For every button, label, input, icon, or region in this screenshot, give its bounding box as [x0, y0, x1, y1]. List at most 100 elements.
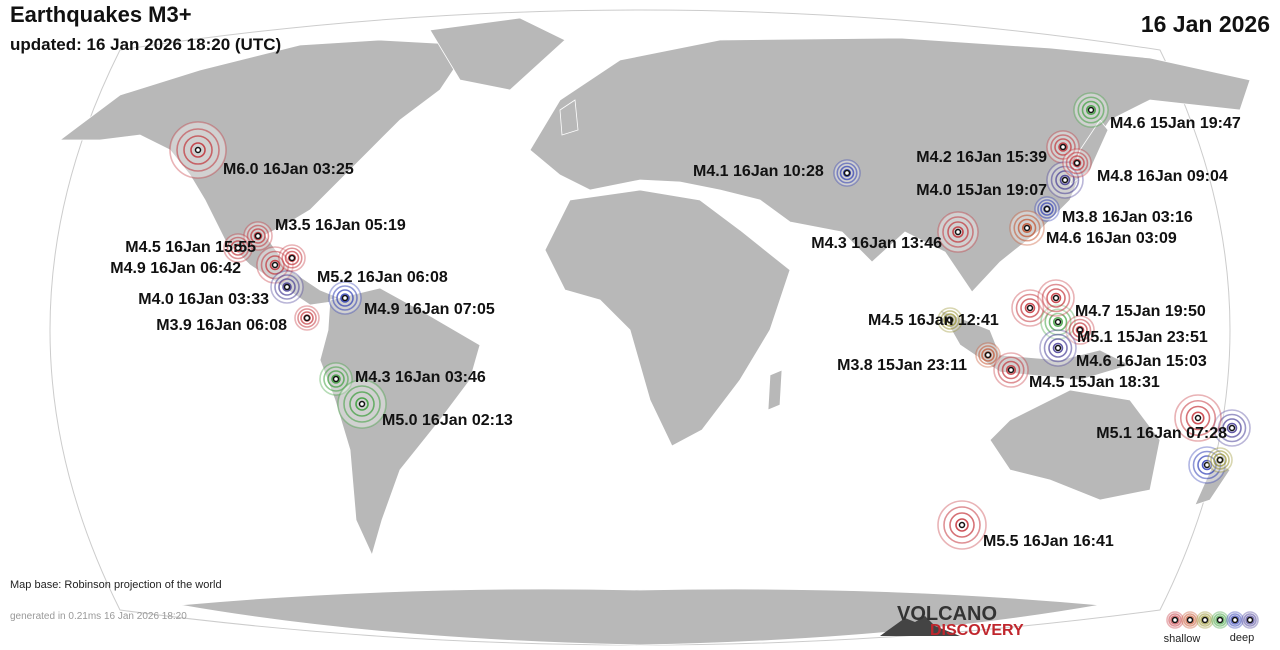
ring [1230, 615, 1240, 625]
quake-label: M4.3 16Jan 13:46 [811, 235, 942, 252]
ring [1037, 199, 1057, 219]
ring [349, 391, 375, 417]
quake-marker [1009, 210, 1045, 246]
ring [246, 224, 270, 248]
ring [355, 397, 369, 411]
quake-marker [270, 270, 304, 304]
quake-marker [1011, 289, 1049, 327]
ring [836, 162, 858, 184]
ring [1043, 333, 1073, 363]
ring [1215, 615, 1225, 625]
ring [1058, 142, 1068, 152]
ring [284, 250, 300, 266]
ring [1050, 292, 1062, 304]
epicenter [1061, 176, 1069, 184]
quake-label: M5.1 15Jan 23:51 [1077, 329, 1208, 346]
quake-label: M4.5 16Jan 15:55 [125, 239, 256, 256]
ring [981, 348, 995, 362]
quake-marker [1181, 611, 1199, 629]
quake-marker [1046, 161, 1084, 199]
legend-deep: deep [1230, 632, 1254, 644]
quake-label: M4.6 16Jan 15:03 [1076, 353, 1207, 370]
quake-marker [993, 352, 1029, 388]
quake-label: M4.9 16Jan 07:05 [364, 301, 495, 318]
epicenter [1201, 616, 1209, 624]
quake-label: M4.2 16Jan 15:39 [916, 149, 1047, 166]
ring [300, 311, 314, 325]
ring [1052, 316, 1064, 328]
ring [1085, 104, 1097, 116]
ring [1021, 222, 1033, 234]
epicenter [303, 314, 311, 322]
title: Earthquakes M3+ [10, 2, 192, 27]
epicenter [1186, 616, 1194, 624]
epicenter [1087, 106, 1095, 114]
quake-marker [1166, 611, 1184, 629]
ring [1081, 100, 1101, 120]
ring [1222, 418, 1242, 438]
ring [1170, 615, 1180, 625]
ring [1013, 214, 1041, 242]
epicenter [1194, 414, 1202, 422]
ring [1185, 615, 1195, 625]
quake-label: M4.9 16Jan 06:42 [110, 260, 241, 277]
ring [1179, 399, 1217, 437]
quakes: M6.0 16Jan 03:25 M3.5 16Jan 05:19 M4.5 16J… [110, 92, 1251, 550]
ring [1059, 174, 1071, 186]
ring [1200, 615, 1210, 625]
ring [297, 308, 317, 328]
ring [940, 310, 960, 330]
epicenter [341, 294, 349, 302]
quake-marker [337, 379, 387, 429]
epicenter [1171, 616, 1179, 624]
ring [1168, 613, 1182, 627]
quake-marker [1062, 148, 1092, 178]
africa [544, 189, 791, 447]
quake-label: M4.7 15Jan 19:50 [1075, 303, 1206, 320]
ring [1040, 202, 1054, 216]
quake-marker [1039, 329, 1077, 367]
ring [1048, 312, 1068, 332]
ring [343, 385, 381, 423]
uk [559, 99, 579, 136]
ring [253, 231, 263, 241]
logo: VOLCANO DISCOVERY [880, 603, 1024, 639]
ring [278, 278, 296, 296]
ring [1191, 411, 1205, 425]
quake-label: M5.1 16Jan 07:28 [1096, 425, 1227, 442]
quake-marker [1207, 447, 1233, 473]
logo-line2: DISCOVERY [930, 622, 1024, 639]
updated: updated: 16 Jan 2026 18:20 (UTC) [10, 35, 281, 54]
epicenter [1023, 224, 1031, 232]
ring [1069, 155, 1085, 171]
ring [1050, 134, 1076, 160]
quake-label: M5.0 16Jan 02:13 [382, 412, 513, 429]
ring [282, 282, 292, 292]
madagascar [767, 369, 783, 411]
ring [1228, 613, 1242, 627]
quake-label: M3.9 16Jan 06:08 [156, 317, 287, 334]
ring [265, 255, 285, 275]
quake-marker [1241, 611, 1259, 629]
ring [839, 165, 855, 181]
ring [1210, 450, 1230, 470]
quake-marker [937, 307, 963, 333]
epicenter [1026, 304, 1034, 312]
ring [340, 293, 350, 303]
epicenter [958, 521, 966, 529]
ring [183, 135, 213, 165]
ring [978, 345, 998, 365]
ring [1068, 318, 1092, 342]
ring [952, 226, 964, 238]
quake-label: M4.5 16Jan 12:41 [868, 312, 999, 329]
ring [336, 289, 354, 307]
epicenter [194, 146, 202, 154]
quake-label: M4.6 15Jan 19:47 [1110, 115, 1241, 132]
quake-label: M5.5 16Jan 16:41 [983, 533, 1114, 550]
ring [1243, 613, 1257, 627]
ring [1055, 170, 1075, 190]
quake-marker [975, 342, 1001, 368]
ring [1048, 338, 1068, 358]
epicenter [1043, 205, 1051, 213]
epicenter [254, 232, 262, 240]
